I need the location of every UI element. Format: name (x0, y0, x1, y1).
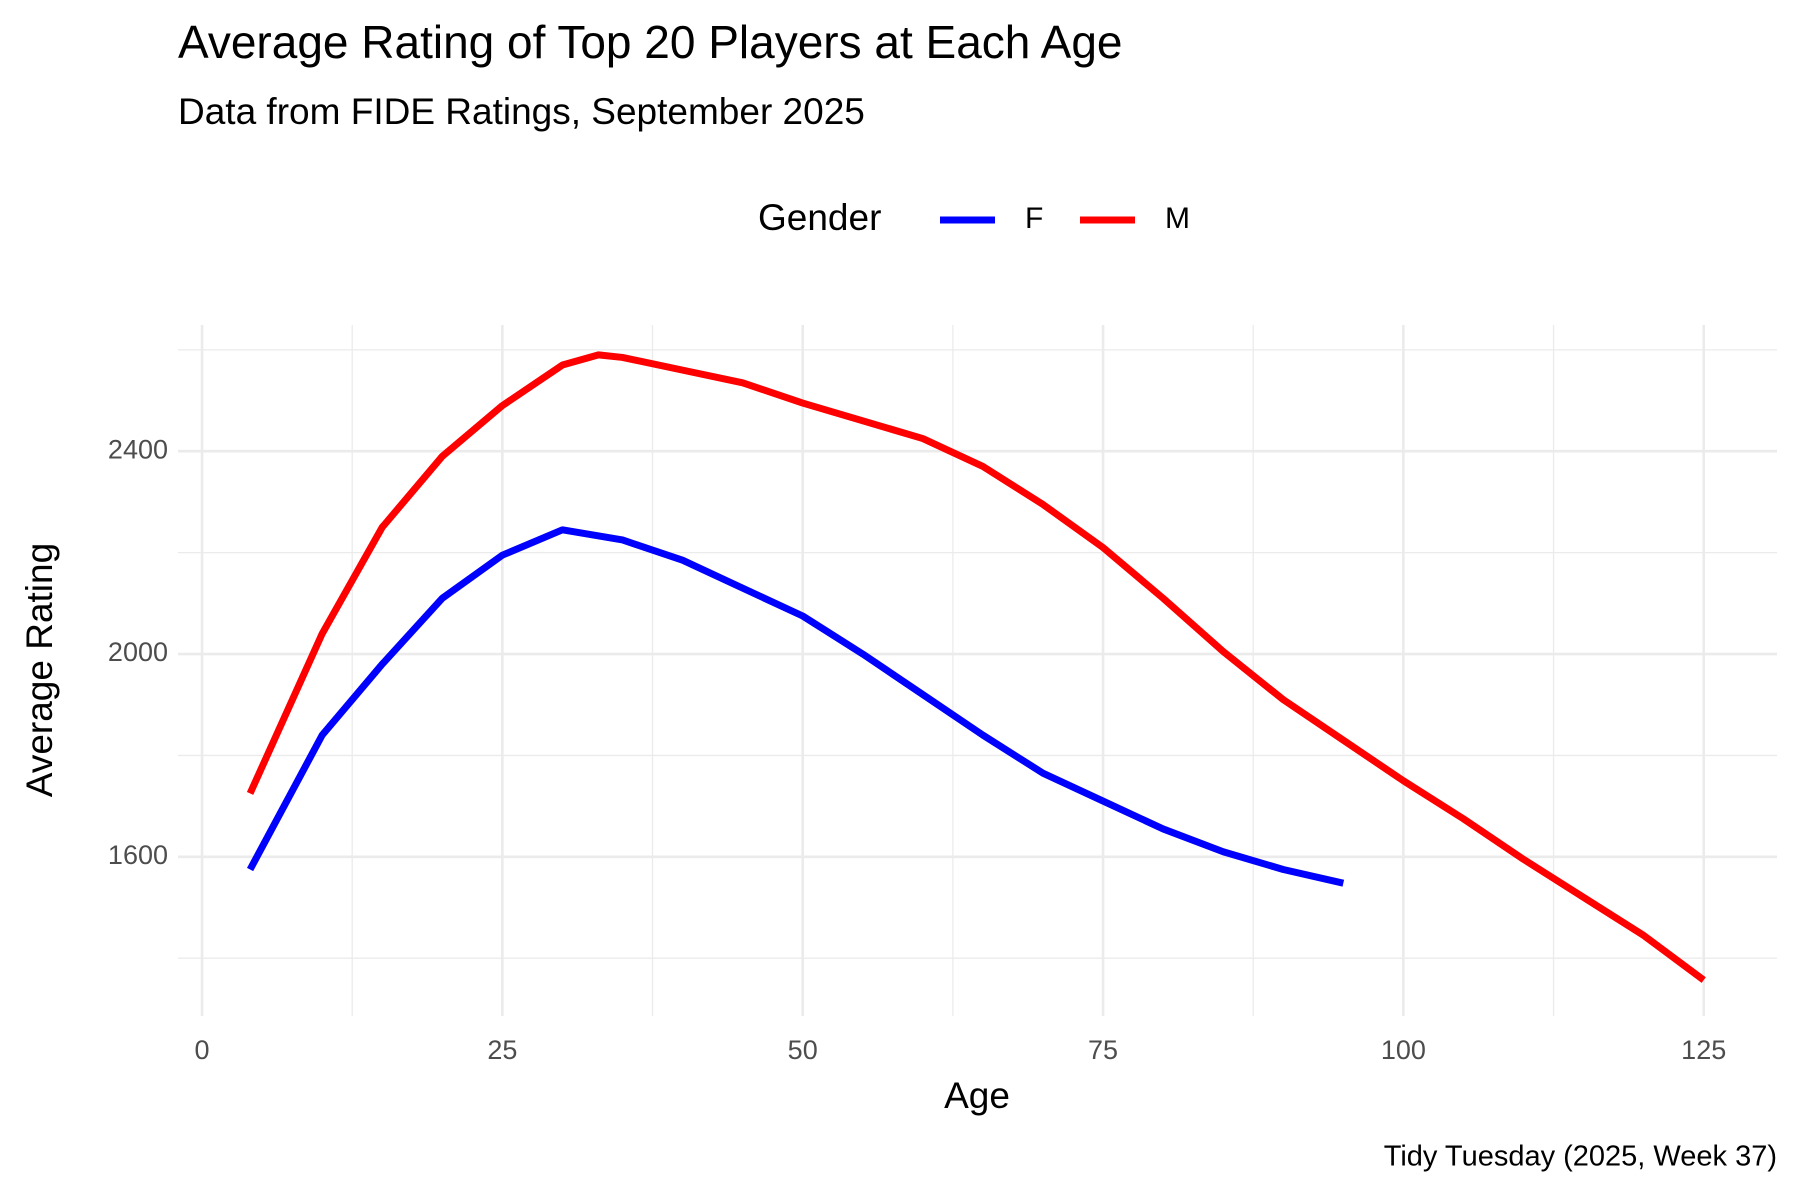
x-tick-label: 25 (487, 1035, 517, 1065)
y-axis-title: Average Rating (19, 543, 60, 797)
y-tick-label: 2400 (108, 434, 168, 464)
x-tick-label: 125 (1681, 1035, 1726, 1065)
y-tick-label: 1600 (108, 840, 168, 870)
series-line (246, 351, 1706, 983)
x-axis-title: Age (944, 1075, 1010, 1116)
x-tick-label: 50 (788, 1035, 818, 1065)
chart-title: Average Rating of Top 20 Players at Each… (178, 16, 1122, 68)
legend-title: Gender (758, 197, 881, 238)
x-tick-label: 75 (1088, 1035, 1118, 1065)
y-tick-label: 2000 (108, 637, 168, 667)
caption: Tidy Tuesday (2025, Week 37) (1384, 1141, 1777, 1173)
legend-label: M (1165, 202, 1190, 235)
chart-subtitle: Data from FIDE Ratings, September 2025 (178, 91, 865, 132)
x-tick-label: 100 (1381, 1035, 1426, 1065)
series-line (246, 526, 1345, 887)
x-tick-label: 0 (195, 1035, 210, 1065)
legend-label: F (1025, 202, 1043, 235)
